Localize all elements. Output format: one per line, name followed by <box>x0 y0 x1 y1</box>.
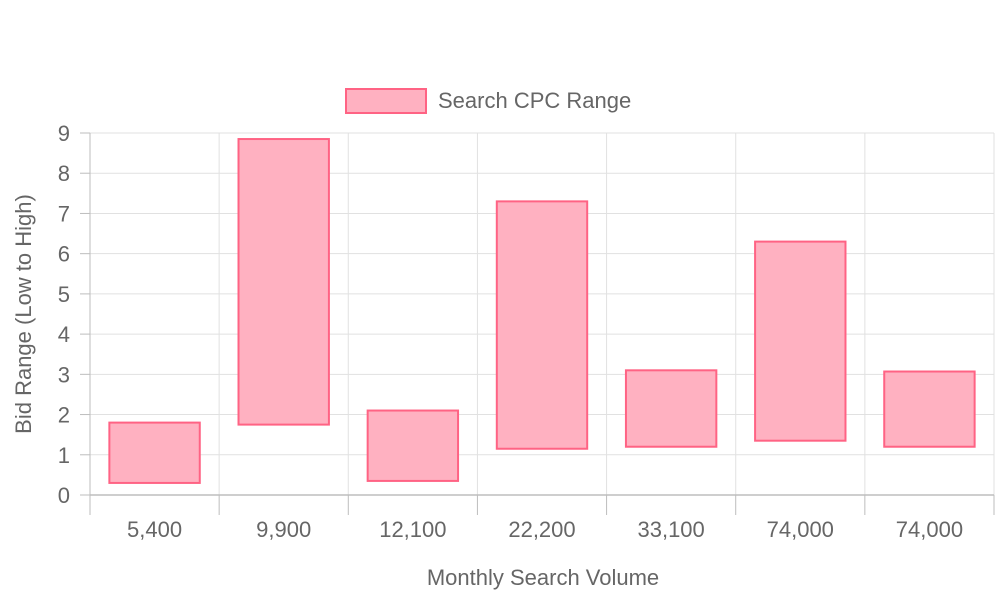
x-tick-label: 74,000 <box>767 517 834 542</box>
bar[interactable] <box>624 369 718 448</box>
y-tick-labels: 0 1 2 3 4 5 6 7 8 9 <box>58 121 70 508</box>
y-tick-label: 4 <box>58 322 70 347</box>
bar[interactable] <box>754 240 847 442</box>
x-tick-label: 22,200 <box>508 517 575 542</box>
bar[interactable] <box>366 409 460 482</box>
y-tick-label: 2 <box>58 403 70 428</box>
y-axis-title: Bid Range (Low to High) <box>11 194 36 434</box>
x-tick-labels: 5,400 9,900 12,100 22,200 33,100 74,000 74,000 <box>127 517 963 542</box>
legend-swatch <box>345 88 427 114</box>
axes <box>80 132 995 515</box>
bar[interactable] <box>108 421 201 484</box>
bar[interactable] <box>883 370 976 448</box>
legend-label: Search CPC Range <box>438 88 631 113</box>
y-tick-label: 6 <box>58 242 70 267</box>
y-tick-label: 1 <box>58 443 70 468</box>
bars <box>108 138 976 484</box>
x-tick-label: 12,100 <box>379 517 446 542</box>
legend[interactable]: Search CPC Range <box>345 88 631 114</box>
bar[interactable] <box>495 200 589 450</box>
y-tick-label: 8 <box>58 161 70 186</box>
y-tick-label: 7 <box>58 201 70 226</box>
x-tick-label: 33,100 <box>637 517 704 542</box>
x-tick-label: 74,000 <box>896 517 963 542</box>
x-axis-title: Monthly Search Volume <box>427 565 659 590</box>
y-tick-label: 0 <box>58 483 70 508</box>
bar[interactable] <box>237 138 330 426</box>
y-tick-label: 9 <box>58 121 70 146</box>
y-tick-label: 3 <box>58 362 70 387</box>
x-tick-label: 5,400 <box>127 517 182 542</box>
y-tick-label: 5 <box>58 282 70 307</box>
x-tick-label: 9,900 <box>256 517 311 542</box>
